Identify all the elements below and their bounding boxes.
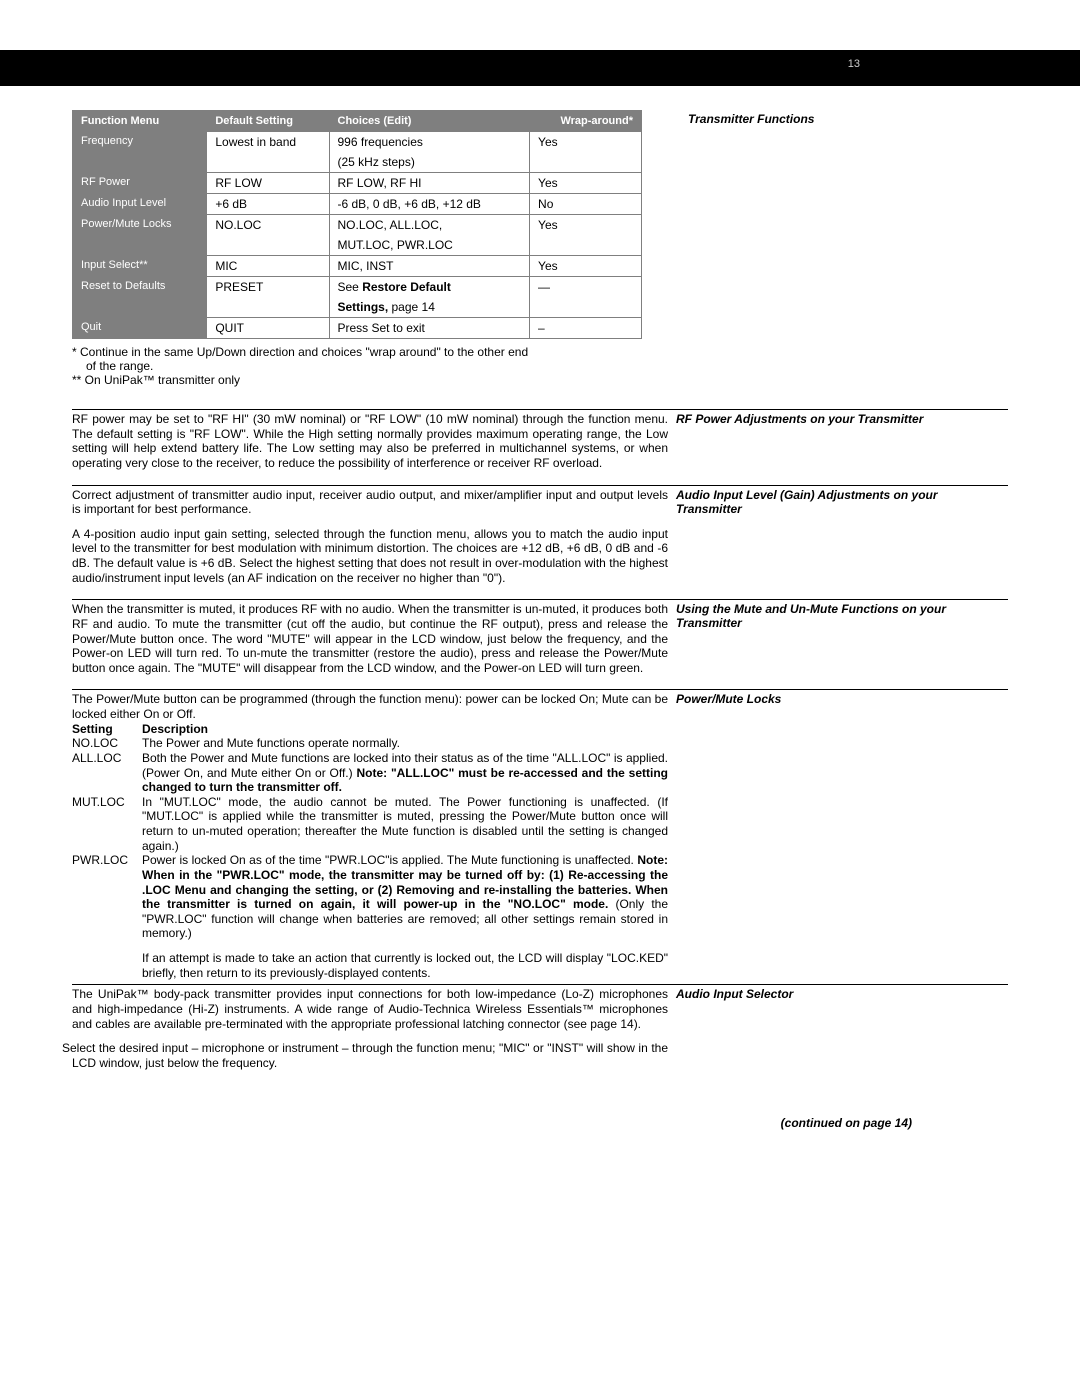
continued-note: (continued on page 14): [0, 1116, 1080, 1130]
txt: page 14: [388, 300, 435, 314]
txt: ).: [634, 1017, 641, 1031]
locks-heading: Power/Mute Locks: [668, 692, 978, 706]
lock-desc: The Power and Mute functions operate nor…: [142, 736, 668, 751]
th-function: Function Menu: [73, 111, 207, 132]
lock-locked-note: If an attempt is made to take an action …: [142, 951, 668, 980]
cell: +6 dB: [207, 194, 329, 215]
gain-p1: Correct adjustment of transmitter audio …: [72, 488, 668, 517]
txt: Settings,: [338, 300, 389, 314]
cell: Lowest in band: [207, 132, 329, 153]
function-menu-table: Function Menu Default Setting Choices (E…: [72, 110, 642, 339]
mute-heading: Using the Mute and Un-Mute Functions on …: [668, 602, 978, 630]
locks-table: Setting Description NO.LOC The Power and…: [72, 722, 668, 981]
table-footnotes: * Continue in the same Up/Down direction…: [72, 345, 676, 387]
cell: 996 frequencies: [329, 132, 530, 153]
cell: —: [530, 277, 642, 298]
lock-label: MUT.LOC: [72, 795, 142, 810]
row-label: Power/Mute Locks: [73, 215, 207, 256]
lock-desc: In "MUT.LOC" mode, the audio cannot be m…: [142, 795, 668, 854]
lock-desc: Power is locked On as of the time "PWR.L…: [142, 853, 668, 941]
lock-label: ALL.LOC: [72, 751, 142, 766]
cell: Settings, page 14: [329, 297, 530, 318]
row-label: Audio Input Level: [73, 194, 207, 215]
cell: See Restore Default: [329, 277, 530, 298]
header-bar: 13: [0, 50, 1080, 86]
cell: RF LOW, RF HI: [329, 173, 530, 194]
transmitter-functions-heading: Transmitter Functions: [688, 112, 996, 126]
lock-desc: Both the Power and Mute functions are lo…: [142, 751, 668, 795]
cell: Press Set to exit: [329, 318, 530, 339]
page-number: 13: [848, 58, 860, 70]
cell: MIC, INST: [329, 256, 530, 277]
th-wrap: Wrap-around*: [530, 111, 642, 132]
cell: Yes: [530, 132, 642, 153]
th-default: Default Setting: [207, 111, 329, 132]
row-label: Quit: [73, 318, 207, 339]
txt: Power is locked On as of the time "PWR.L…: [142, 853, 637, 867]
selector-heading: Audio Input Selector: [668, 987, 978, 1001]
page-link: see page 14: [568, 1017, 634, 1031]
txt: Restore Default: [362, 280, 451, 294]
row-label: RF Power: [73, 173, 207, 194]
cell: NO.LOC: [207, 215, 329, 236]
gain-heading: Audio Input Level (Gain) Adjustments on …: [668, 488, 978, 516]
selector-p2: Select the desired input – microphone or…: [72, 1041, 668, 1070]
cell: –: [530, 318, 642, 339]
cell: QUIT: [207, 318, 329, 339]
footnote-2: ** On UniPak™ transmitter only: [72, 373, 676, 387]
cell: Yes: [530, 256, 642, 277]
gain-p2: A 4-position audio input gain setting, s…: [72, 527, 668, 586]
rf-power-heading: RF Power Adjustments on your Transmitter: [668, 412, 978, 426]
cell: RF LOW: [207, 173, 329, 194]
selector-p1: The UniPak™ body-pack transmitter provid…: [72, 987, 668, 1031]
footnote-1-cont: of the range.: [72, 359, 676, 373]
row-label: Input Select**: [73, 256, 207, 277]
locks-intro: The Power/Mute button can be programmed …: [72, 692, 668, 721]
footnote-1: * Continue in the same Up/Down direction…: [72, 345, 676, 359]
lock-label: PWR.LOC: [72, 853, 142, 868]
cell: Yes: [530, 173, 642, 194]
cell: MIC: [207, 256, 329, 277]
cell: NO.LOC, ALL.LOC,: [329, 215, 530, 236]
cell: Yes: [530, 215, 642, 236]
locks-th-setting: Setting: [72, 722, 142, 737]
locks-th-desc: Description: [142, 722, 668, 737]
txt: See: [338, 280, 363, 294]
lock-label: NO.LOC: [72, 736, 142, 751]
mute-body: When the transmitter is muted, it produc…: [72, 602, 668, 675]
cell: No: [530, 194, 642, 215]
rf-power-body: RF power may be set to "RF HI" (30 mW no…: [72, 412, 668, 471]
cell: PRESET: [207, 277, 329, 298]
row-label: Frequency: [73, 132, 207, 173]
th-choices: Choices (Edit): [329, 111, 530, 132]
cell: (25 kHz steps): [329, 152, 530, 173]
cell: -6 dB, 0 dB, +6 dB, +12 dB: [329, 194, 530, 215]
row-label: Reset to Defaults: [73, 277, 207, 318]
cell: MUT.LOC, PWR.LOC: [329, 235, 530, 256]
